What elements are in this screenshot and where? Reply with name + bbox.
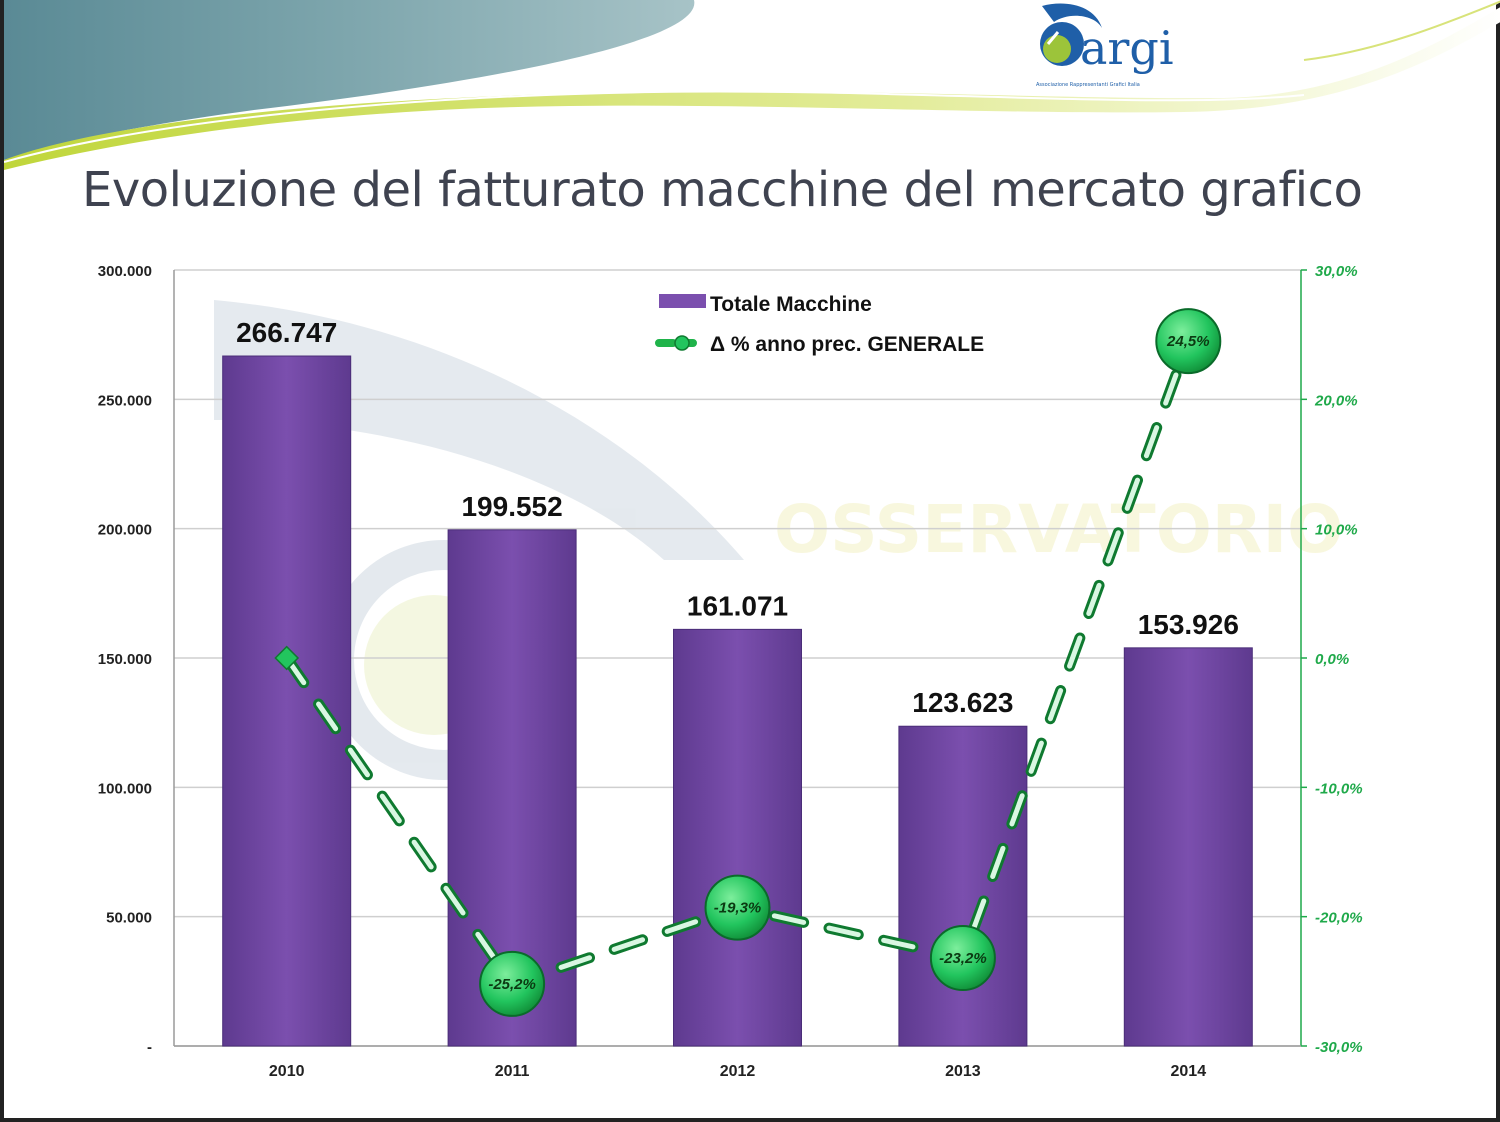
svg-text:Associazione Rappresentanti Gr: Associazione Rappresentanti Grafici Ital… [1036, 82, 1140, 88]
bar-value-label: 161.071 [687, 590, 788, 621]
legend-label-totale-macchine: Totale Macchine [710, 293, 872, 316]
bar-value-label: 266.747 [236, 317, 337, 348]
y-right-tick-label: 0,0% [1315, 651, 1349, 668]
x-tick-label: 2010 [269, 1063, 305, 1080]
legend: Totale Macchine Δ % anno prec. GENERALE [655, 293, 984, 356]
argi-logo: argi Associazione Rappresentanti Grafici… [1036, 3, 1174, 88]
chart: OSSERVATORIO 300.000 250.000 200.000 150.00… [98, 263, 1363, 1080]
bar-2013 [898, 725, 1028, 1047]
y-left-tick-label: 250.000 [98, 392, 152, 409]
bar-value-label: 153.926 [1138, 609, 1239, 640]
line-point-label: -19,3% [714, 900, 762, 917]
line-point-2013 [929, 925, 996, 992]
line-point-label: -23,2% [939, 950, 987, 967]
y-left-tick-label: 200.000 [98, 522, 152, 539]
y-left-tick-label: 300.000 [98, 263, 152, 280]
page-title: Evoluzione del fatturato macchine del me… [82, 162, 1363, 218]
bar-value-label: 199.552 [461, 491, 562, 522]
legend-swatch-bar [659, 294, 706, 308]
header-swoosh [4, 0, 1500, 170]
bar-2014 [1123, 647, 1253, 1047]
y-left-tick-label: 50.000 [106, 910, 152, 927]
y-right-tick-label: -30,0% [1315, 1039, 1363, 1056]
watermark-text: OSSERVATORIO [774, 491, 1343, 568]
bar-2010 [222, 355, 352, 1047]
line-point-2010 [274, 645, 300, 671]
line-point-2011 [479, 950, 546, 1017]
y-right-tick-label: 30,0% [1315, 263, 1358, 280]
x-tick-label: 2012 [720, 1063, 756, 1080]
y-left-tick-label: 150.000 [98, 651, 152, 668]
y-left-tick-label: 100.000 [98, 780, 152, 797]
y-left-tick-label: - [147, 1039, 152, 1056]
y-right-tick-label: 10,0% [1315, 522, 1358, 539]
bar-value-label: 123.623 [912, 687, 1013, 718]
legend-label-delta: Δ % anno prec. GENERALE [710, 333, 984, 356]
legend-swatch-marker [674, 335, 690, 351]
line-point-label: 24,5% [1166, 333, 1210, 350]
line-point-label: -25,2% [488, 976, 536, 993]
x-tick-label: 2014 [1171, 1063, 1207, 1080]
y-right-tick-label: -10,0% [1315, 780, 1363, 797]
line-point-2012 [704, 874, 771, 941]
x-tick-label: 2013 [945, 1063, 981, 1080]
svg-text:argi: argi [1080, 21, 1174, 75]
y-right-tick-label: 20,0% [1314, 392, 1358, 409]
bar-2012 [673, 628, 802, 1047]
y-right-tick-label: -20,0% [1315, 910, 1363, 927]
x-tick-label: 2011 [495, 1063, 530, 1080]
line-point-2014 [1155, 308, 1222, 375]
